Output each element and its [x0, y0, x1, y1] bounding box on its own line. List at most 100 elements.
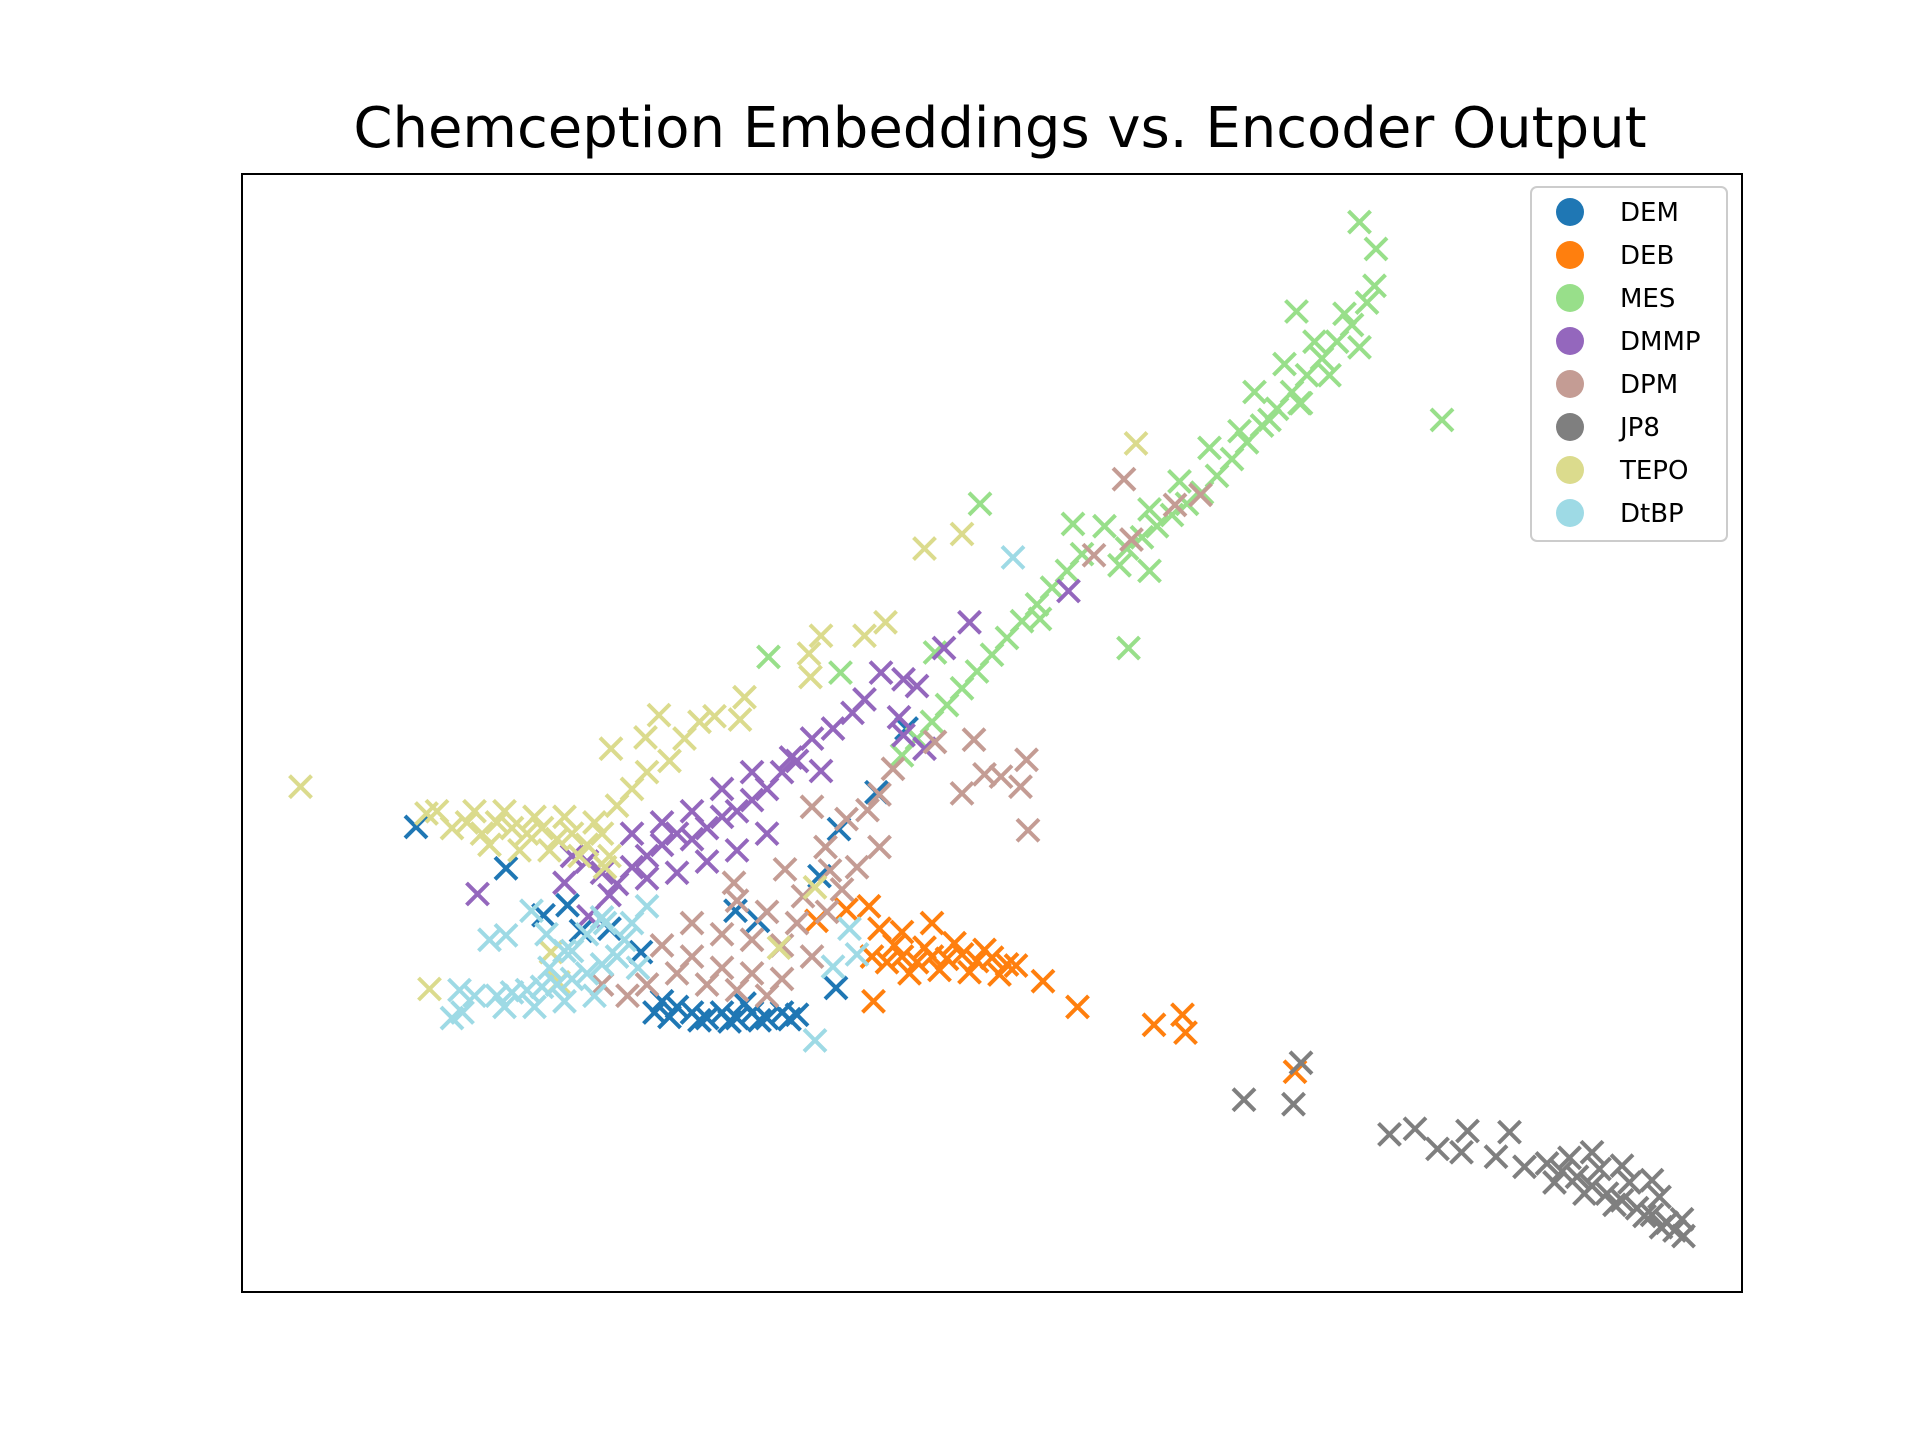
point-jp8-4 — [1594, 1181, 1620, 1207]
point-dpm-43 — [1015, 817, 1041, 843]
chart-title: Chemception Embeddings vs. Encoder Outpu… — [353, 96, 1646, 161]
point-dpm-12 — [739, 927, 765, 953]
point-jp8-32 — [1288, 1050, 1314, 1076]
point-dmmp-27 — [799, 726, 825, 752]
point-dpm-24 — [772, 856, 798, 882]
point-dmmp-17 — [724, 837, 750, 863]
point-mes-51 — [1116, 635, 1141, 661]
point-dpm-35 — [867, 782, 892, 807]
point-tepo-48 — [802, 874, 828, 900]
point-tepo-18 — [537, 837, 562, 863]
point-jp8-16 — [1602, 1192, 1627, 1218]
point-mes-9 — [1362, 273, 1387, 299]
point-jp8-12 — [1647, 1184, 1672, 1210]
point-dpm-40 — [1081, 542, 1107, 568]
point-dpm-38 — [1111, 466, 1137, 492]
point-jp8-7 — [1639, 1202, 1665, 1228]
point-tepo-11 — [462, 798, 487, 824]
point-tepo-43 — [288, 774, 313, 800]
point-mes-18 — [1107, 552, 1132, 578]
legend-label-dpm: DPM — [1620, 370, 1678, 400]
point-jp8-30 — [1231, 1087, 1257, 1113]
point-mes-56 — [1027, 606, 1053, 632]
point-dtbp-32 — [844, 941, 870, 967]
point-tepo-38 — [873, 609, 898, 635]
point-dtbp-13 — [462, 983, 487, 1009]
point-dmmp-21 — [679, 798, 705, 824]
legend-marker-dpm — [1556, 370, 1584, 398]
series-dtbp — [439, 545, 1026, 1053]
point-dtbp-27 — [519, 898, 544, 924]
point-mes-19 — [1227, 418, 1252, 444]
point-dpm-18 — [814, 899, 840, 925]
point-tepo-37 — [852, 623, 877, 649]
point-dpm-28 — [922, 729, 948, 755]
point-dem-3 — [694, 1005, 720, 1031]
point-deb-11 — [912, 935, 937, 961]
point-mes-27 — [1242, 379, 1267, 405]
point-jp8-21 — [1639, 1167, 1665, 1193]
point-tepo-3 — [484, 810, 510, 835]
point-dpm-45 — [799, 794, 825, 820]
point-tepo-6 — [529, 815, 555, 841]
point-jp8-24 — [1449, 1139, 1474, 1165]
point-tepo-4 — [499, 815, 525, 841]
point-jp8-34 — [1671, 1223, 1696, 1249]
legend-marker-dem — [1556, 198, 1584, 226]
legend-label-dtbp: DtBP — [1620, 499, 1684, 529]
point-tepo-13 — [522, 804, 547, 830]
series-dmmp — [465, 578, 1081, 929]
point-mes-47 — [1284, 299, 1309, 324]
point-dpm-11 — [709, 921, 735, 947]
point-deb-7 — [964, 948, 990, 974]
point-dem-5 — [724, 1005, 750, 1031]
point-deb-12 — [942, 930, 967, 956]
point-mes-20 — [1257, 407, 1282, 433]
point-tepo-47 — [766, 935, 792, 961]
point-mes-52 — [967, 491, 993, 517]
point-tepo-1 — [454, 810, 480, 835]
point-tepo-10 — [589, 821, 615, 847]
point-dpm-37 — [988, 764, 1014, 790]
point-dpm-10 — [679, 910, 705, 936]
legend-marker-mes — [1556, 284, 1584, 312]
point-deb-28 — [1141, 1012, 1167, 1038]
point-mes-48 — [1288, 390, 1314, 416]
point-dem-16 — [732, 991, 757, 1016]
point-jp8-26 — [1377, 1121, 1402, 1147]
point-mes-15 — [1144, 513, 1170, 539]
point-mes-8 — [1354, 290, 1380, 315]
point-dmmp-25 — [619, 821, 645, 847]
point-dpm-27 — [615, 983, 640, 1009]
point-mes-28 — [1197, 435, 1222, 461]
point-deb-5 — [934, 946, 960, 972]
point-jp8-0 — [1534, 1151, 1560, 1176]
point-dtbp-0 — [484, 983, 510, 1009]
point-jp8-33 — [1648, 1214, 1674, 1240]
point-mes-31 — [1092, 513, 1117, 539]
point-dtbp-11 — [582, 983, 607, 1009]
point-dmmp-24 — [649, 810, 675, 835]
point-dtbp-10 — [552, 988, 577, 1014]
point-tepo-29 — [702, 703, 727, 729]
point-dmmp-22 — [709, 776, 735, 802]
point-deb-13 — [972, 937, 997, 963]
point-tepo-30 — [646, 702, 672, 728]
point-tepo-12 — [492, 798, 517, 824]
point-jp8-28 — [1455, 1118, 1480, 1144]
point-tepo-42 — [1123, 431, 1149, 456]
point-deb-3 — [904, 949, 930, 975]
point-mes-29 — [1167, 469, 1192, 494]
point-tepo-31 — [633, 725, 658, 750]
point-mes-44 — [889, 742, 915, 768]
legend-label-deb: DEB — [1620, 241, 1674, 271]
point-dmmp-42 — [891, 666, 916, 692]
point-mes-25 — [1302, 329, 1327, 355]
point-deb-24 — [1003, 953, 1029, 978]
point-mes-23 — [1347, 334, 1372, 360]
point-dpm-6 — [694, 972, 720, 997]
point-mes-45 — [1347, 209, 1372, 235]
point-mes-50 — [1137, 558, 1162, 584]
point-mes-57 — [1060, 511, 1086, 537]
point-dtbp-35 — [592, 910, 618, 936]
